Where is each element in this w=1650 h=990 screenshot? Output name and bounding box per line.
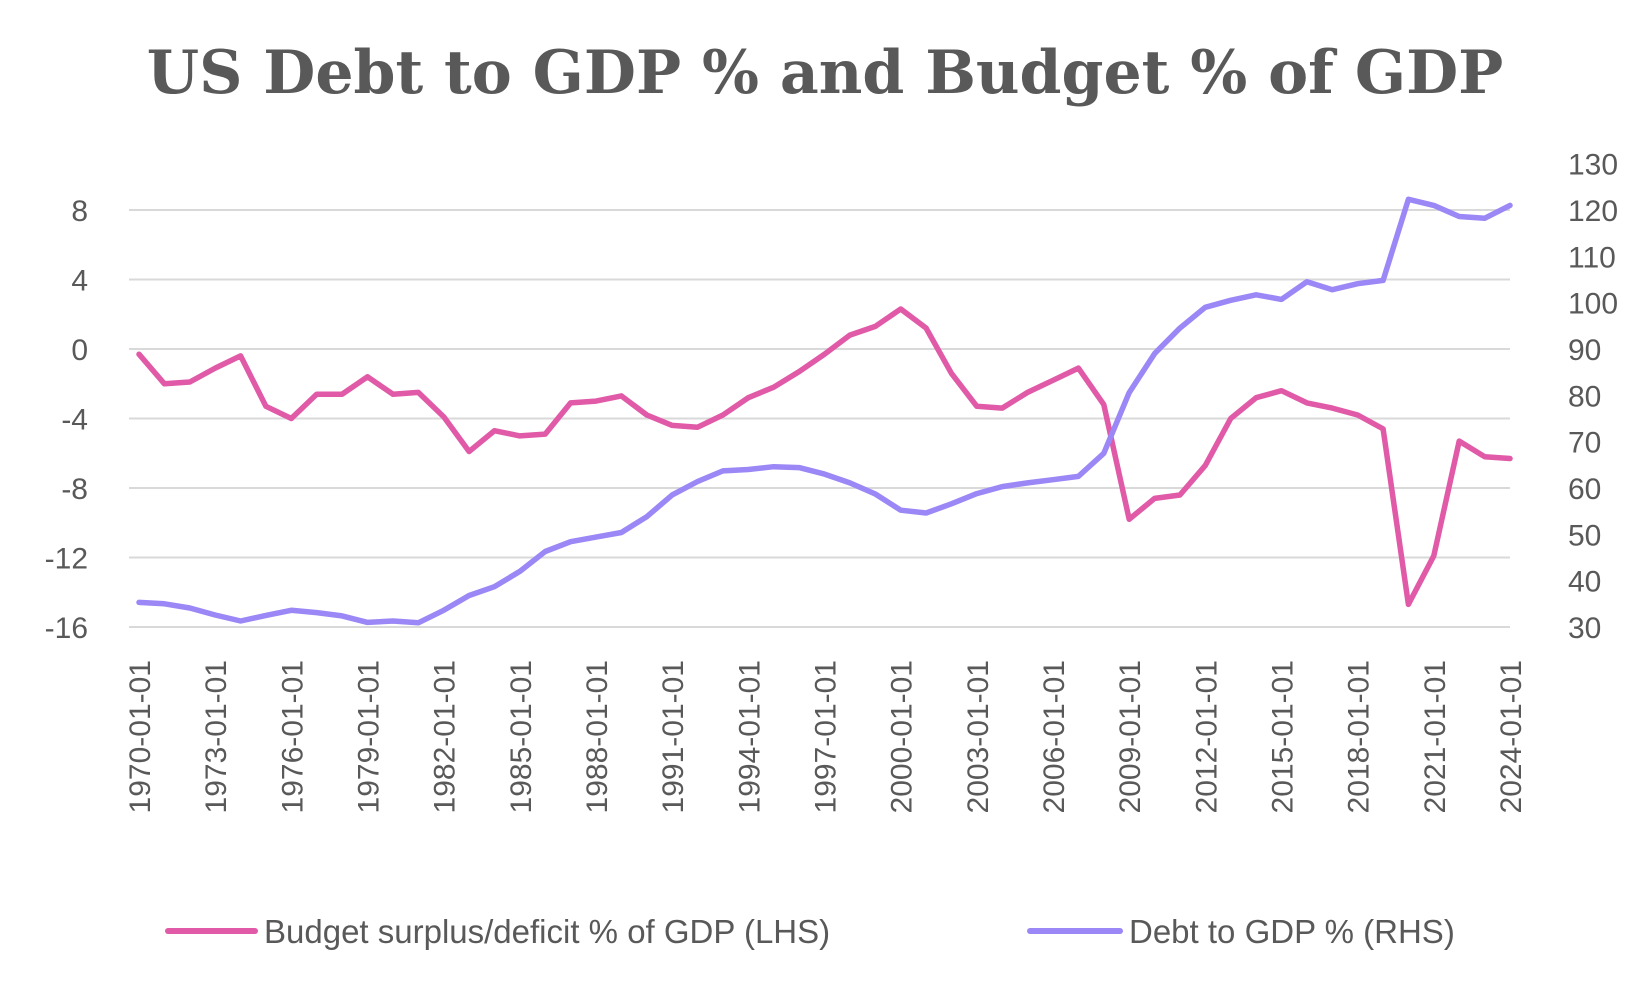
- left-tick-label: -16: [45, 612, 88, 645]
- legend-label: Debt to GDP % (RHS): [1129, 913, 1455, 950]
- series-line-budget-balance: [136, 306, 1513, 608]
- legend-label: Budget surplus/deficit % of GDP (LHS): [264, 913, 830, 950]
- x-tick-label: 1970-01-01: [124, 660, 157, 813]
- right-tick-label: 50: [1568, 519, 1601, 552]
- right-tick-label: 100: [1568, 288, 1618, 321]
- left-tick-label: 8: [71, 195, 88, 228]
- left-y-axis: 8 4 0 -4 -8 -12 -16: [45, 195, 88, 645]
- left-tick-label: -4: [61, 404, 88, 437]
- left-tick-label: 0: [71, 334, 88, 367]
- x-tick-label: 2018-01-01: [1343, 660, 1376, 813]
- x-tick-label: 1973-01-01: [200, 660, 233, 813]
- x-tick-label: 1976-01-01: [276, 660, 309, 813]
- x-axis: 1970-01-01 1973-01-01 1976-01-01 1979-01-01…: [124, 660, 1528, 813]
- x-tick-label: 1997-01-01: [810, 660, 843, 813]
- x-tick-label: 1982-01-01: [429, 660, 462, 813]
- right-tick-label: 80: [1568, 380, 1601, 413]
- series-lines: [136, 196, 1513, 626]
- chart-title: US Debt to GDP % and Budget % of GDP: [146, 38, 1504, 108]
- left-tick-label: 4: [71, 265, 88, 298]
- right-tick-label: 130: [1568, 149, 1618, 182]
- legend: Budget surplus/deficit % of GDP (LHS) Deb…: [165, 913, 1455, 950]
- x-tick-label: 2015-01-01: [1267, 660, 1300, 813]
- right-tick-label: 40: [1568, 566, 1601, 599]
- x-tick-label: 2024-01-01: [1495, 660, 1528, 813]
- right-tick-label: 60: [1568, 473, 1601, 506]
- x-tick-label: 2009-01-01: [1114, 660, 1147, 813]
- x-tick-label: 2006-01-01: [1038, 660, 1071, 813]
- x-tick-label: 1985-01-01: [505, 660, 538, 813]
- series-line-debt-to-gdp: [136, 196, 1513, 626]
- x-tick-label: 2021-01-01: [1419, 660, 1452, 813]
- x-tick-label: 2000-01-01: [886, 660, 919, 813]
- right-tick-label: 70: [1568, 427, 1601, 460]
- x-tick-label: 2003-01-01: [962, 660, 995, 813]
- right-tick-label: 110: [1568, 241, 1616, 274]
- right-tick-label: 30: [1568, 612, 1601, 645]
- right-tick-label: 90: [1568, 334, 1601, 367]
- left-tick-label: -12: [45, 543, 88, 576]
- x-tick-label: 1988-01-01: [581, 660, 614, 813]
- left-tick-label: -8: [61, 473, 88, 506]
- x-tick-label: 1991-01-01: [657, 660, 690, 813]
- x-tick-label: 2012-01-01: [1190, 660, 1223, 813]
- x-tick-label: 1994-01-01: [733, 660, 766, 813]
- right-y-axis: 130 120 110 100 90 80 70 60 50 40 30: [1568, 149, 1618, 645]
- right-tick-label: 120: [1568, 195, 1618, 228]
- gridlines: [129, 209, 1510, 628]
- x-tick-label: 1979-01-01: [353, 660, 386, 813]
